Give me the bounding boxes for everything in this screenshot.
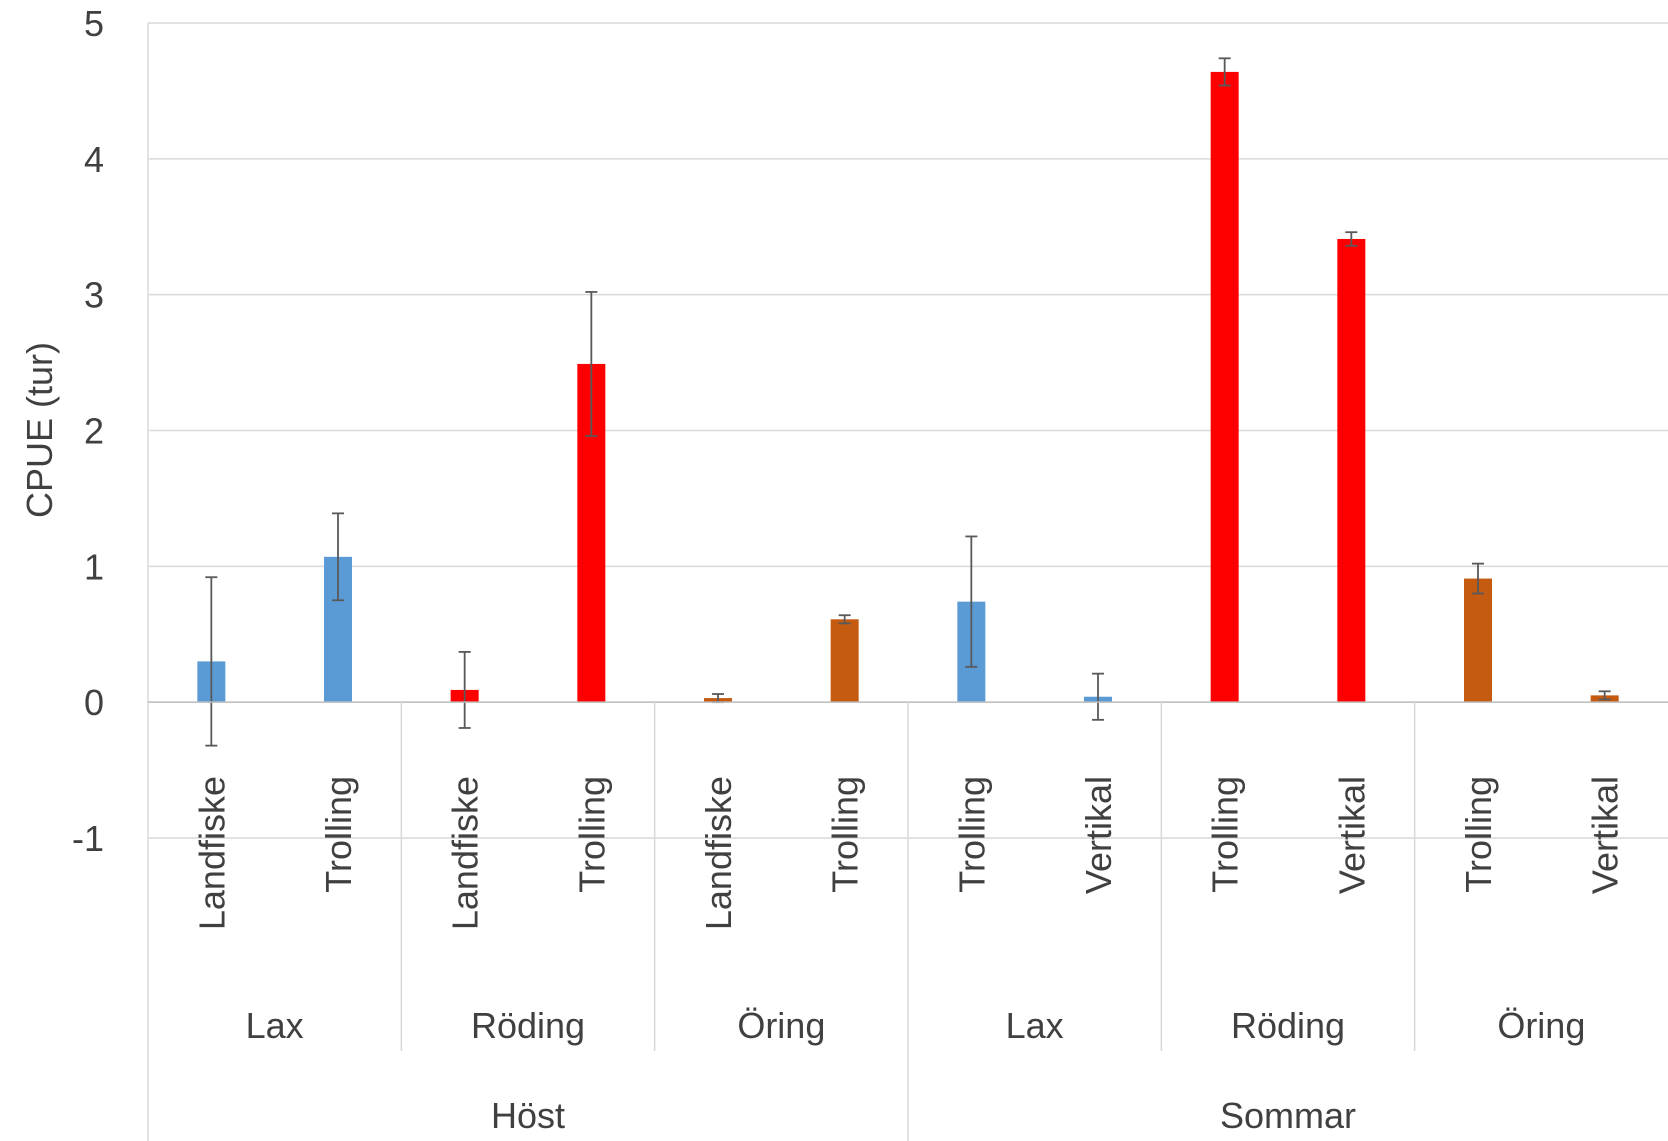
x-species-label: Öring	[737, 1005, 825, 1046]
x-method-label: Landfiske	[445, 776, 486, 930]
x-species-label: Öring	[1497, 1005, 1585, 1046]
x-method-label: Trolling	[825, 776, 866, 893]
x-season-label: Sommar	[1220, 1095, 1356, 1136]
x-season-label: Höst	[491, 1095, 565, 1136]
y-tick-label: 0	[84, 682, 104, 723]
x-method-label: Trolling	[951, 776, 992, 893]
x-method-label: Vertikal	[1585, 776, 1626, 894]
x-species-label: Röding	[1231, 1005, 1345, 1046]
y-tick-label: 1	[84, 546, 104, 587]
x-species-label: Lax	[1006, 1005, 1064, 1046]
bar-öring-trolling	[1464, 578, 1492, 703]
y-tick-label: -1	[72, 818, 104, 859]
bars	[197, 71, 1619, 703]
x-method-label: Vertikal	[1331, 776, 1372, 894]
x-species-label: Lax	[246, 1005, 304, 1046]
bar-röding-vertikal	[1337, 238, 1366, 703]
x-method-label: Trolling	[571, 776, 612, 893]
x-method-label: Landfiske	[191, 776, 232, 930]
y-tick-label: 3	[84, 275, 104, 316]
y-tick-label: 2	[84, 411, 104, 452]
x-species-label: Röding	[471, 1005, 585, 1046]
x-method-label: Trolling	[318, 776, 359, 893]
bar-röding-trolling	[1210, 71, 1239, 703]
labels: -1 0 1 2 3 4 5 Landfiske Trolling Landfiske Trolli…	[72, 3, 1626, 1136]
x-method-label: Trolling	[1205, 776, 1246, 893]
y-axis-title: CPUE (tur)	[19, 342, 60, 518]
x-method-label: Landfiske	[698, 776, 739, 930]
error-bars	[205, 57, 1611, 747]
x-method-label: Trolling	[1458, 776, 1499, 893]
y-tick-label: 5	[84, 3, 104, 44]
axes	[147, 23, 1668, 1141]
x-method-label: Vertikal	[1078, 776, 1119, 894]
bar-öring-trolling	[830, 619, 859, 703]
y-tick-label: 4	[84, 139, 104, 180]
